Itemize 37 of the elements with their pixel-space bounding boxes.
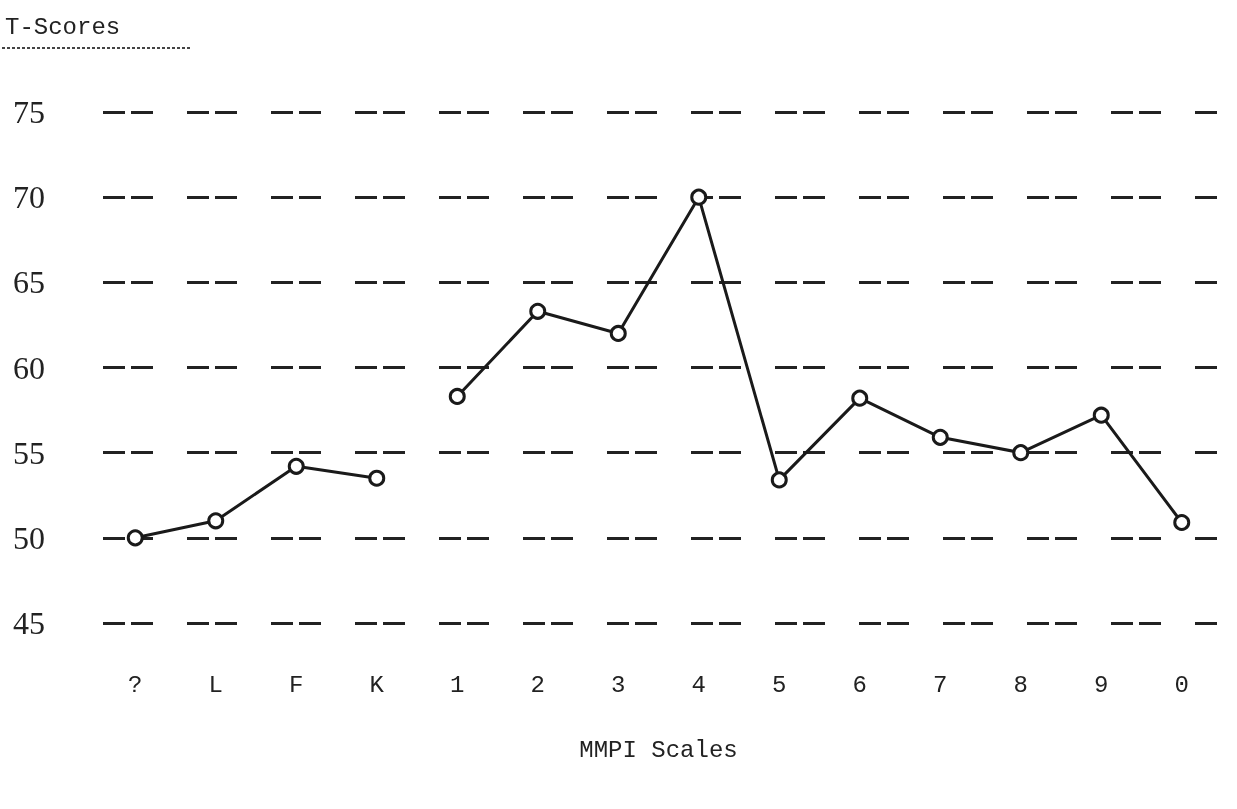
point [1012, 444, 1030, 462]
x-tick-label: 8 [1013, 671, 1028, 699]
x-tick-label: 0 [1174, 671, 1189, 699]
x-tick-label: 7 [933, 671, 948, 699]
point [690, 188, 708, 206]
y-tick-label: 70 [13, 179, 45, 216]
y-tick-label: 55 [13, 434, 45, 471]
y-tick-label: 60 [13, 349, 45, 386]
point [287, 457, 305, 475]
point [368, 469, 386, 487]
y-tick-label: 75 [13, 94, 45, 130]
point [851, 389, 869, 407]
x-tick-label: 2 [530, 671, 545, 699]
point [207, 512, 225, 530]
x-tick-label: K [369, 671, 385, 699]
x-tick-label: ? [128, 671, 143, 699]
point [609, 324, 627, 342]
y-tick-label: 50 [13, 519, 45, 556]
point [126, 529, 144, 547]
y-tick-label: 65 [13, 264, 45, 301]
point [770, 471, 788, 489]
point [529, 302, 547, 320]
x-tick-label: 5 [772, 671, 787, 699]
point [931, 428, 949, 446]
x-tick-label: L [208, 671, 223, 699]
x-tick-label: F [289, 671, 304, 699]
y-axis-title: T-Scores [5, 13, 121, 41]
x-tick-label: 9 [1094, 671, 1109, 699]
point [448, 387, 466, 405]
x-tick-label: 3 [611, 671, 626, 699]
y-tick-label: 45 [13, 605, 45, 641]
x-axis-title: MMPI Scales [579, 736, 738, 764]
x-tick-label: 4 [691, 671, 706, 699]
x-tick-label: 6 [852, 671, 867, 699]
point [1092, 406, 1110, 424]
x-tick-label: 1 [450, 671, 465, 699]
point [1173, 514, 1191, 531]
